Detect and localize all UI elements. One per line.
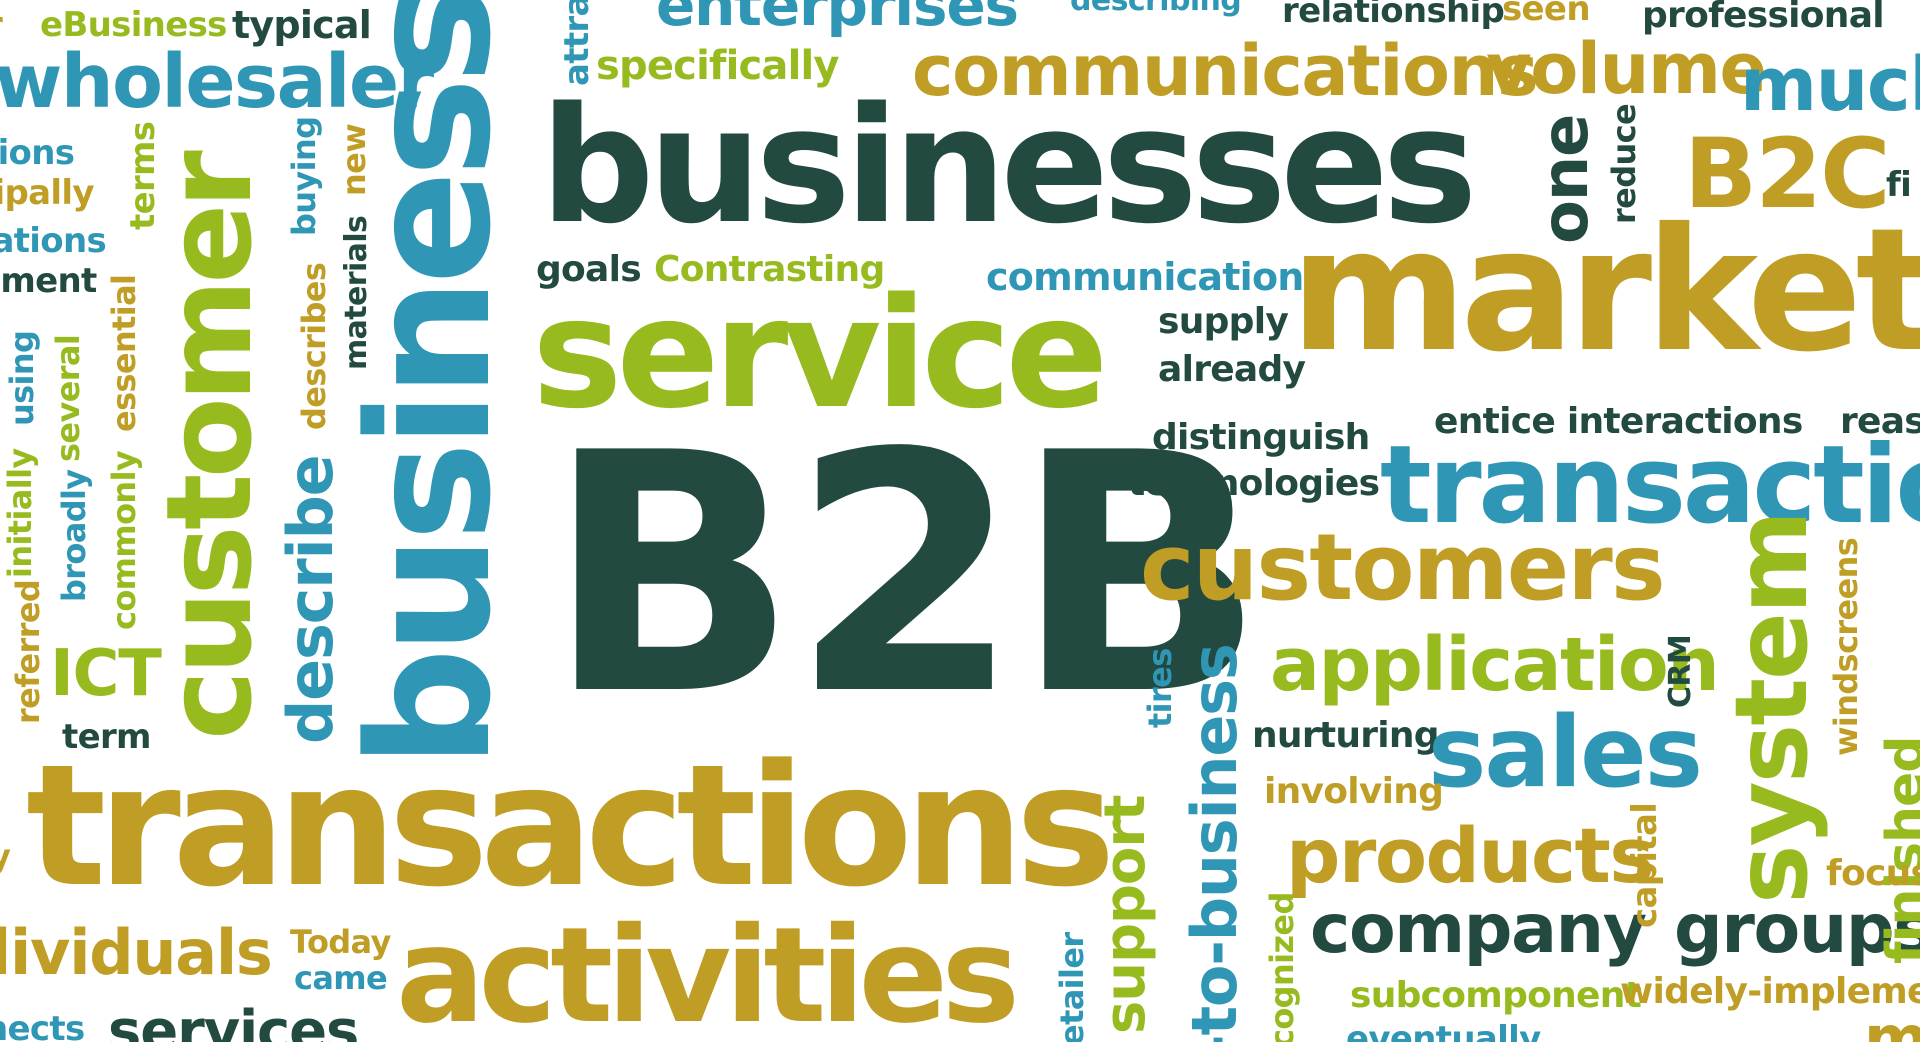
- word-fi: fi: [1886, 165, 1912, 205]
- word-distinguish: distinguish: [1152, 417, 1370, 458]
- word-entice-interactions: entice interactions: [1434, 401, 1803, 442]
- word-lividuals: lividuals: [0, 916, 273, 989]
- word-came: came: [294, 959, 388, 997]
- word-transactions-large: transactions: [26, 728, 1116, 924]
- word-y: y: [0, 840, 11, 872]
- word-system: system: [1713, 511, 1830, 904]
- word-much: much: [1740, 42, 1920, 128]
- word-company: company: [1310, 890, 1647, 969]
- word-nects: nects: [0, 1009, 85, 1042]
- word-initially: initially: [1, 448, 39, 578]
- word-subcomponent: subcomponent: [1350, 975, 1642, 1016]
- word-cations: cations: [0, 221, 107, 261]
- word-several: several: [49, 334, 87, 462]
- word-contrasting: Contrasting: [654, 249, 885, 290]
- word-b2c: B2C: [1684, 118, 1891, 230]
- word-involving: involving: [1264, 771, 1444, 812]
- word-ement: ement: [0, 261, 97, 301]
- word-widely-implemented: widely-implement: [1620, 971, 1920, 1012]
- word-ict: ICT: [50, 637, 162, 711]
- word-etailer: etailer: [1053, 932, 1091, 1042]
- word-customer: customer: [140, 154, 278, 740]
- word-capital: capital: [1625, 802, 1665, 928]
- word-wholesaler: wholesaler: [0, 39, 434, 125]
- word-products: products: [1286, 811, 1655, 900]
- word-focus: focus: [1826, 853, 1920, 894]
- word-to-business: -to-business: [1178, 644, 1251, 1042]
- word-finished: finished: [1876, 736, 1920, 964]
- word-volume: volume: [1486, 28, 1767, 110]
- word-r: r: [0, 8, 3, 42]
- word-eventually: eventually: [1346, 1019, 1541, 1042]
- word-describing: describing: [1070, 0, 1242, 18]
- word-enterprises: enterprises: [656, 0, 1019, 39]
- word-tires: tires: [1141, 648, 1179, 728]
- word-mo: mo: [1864, 1002, 1920, 1042]
- word-b2b: B2B: [546, 383, 1265, 767]
- word-typical: typical: [232, 3, 372, 47]
- word-term: term: [62, 717, 151, 757]
- word-reas: reas: [1840, 401, 1920, 442]
- word-businesses: businesses: [540, 72, 1478, 259]
- word-referred: referred: [9, 579, 47, 724]
- word-specifically: specifically: [596, 43, 840, 89]
- word-supply: supply: [1158, 301, 1289, 342]
- word-buying: buying: [285, 116, 323, 236]
- word-tions: tions: [0, 133, 75, 173]
- word-communications: communications: [912, 30, 1539, 112]
- word-using: using: [3, 330, 41, 426]
- word-cipally: cipally: [0, 173, 94, 213]
- word-communication: communication: [986, 255, 1304, 299]
- word-activities: activities: [396, 899, 1020, 1042]
- word-nurturing: nurturing: [1252, 715, 1440, 756]
- word-transaction-right: transactio: [1380, 423, 1920, 548]
- word-services: services: [108, 999, 359, 1042]
- word-marketing: marketi: [1290, 192, 1920, 390]
- word-seen: seen: [1502, 0, 1591, 29]
- word-support: support: [1093, 795, 1158, 1034]
- word-today: Today: [290, 923, 391, 961]
- word-goals: goals: [536, 249, 642, 290]
- word-ebusiness: eBusiness: [40, 5, 227, 45]
- word-technologies: technologies: [1128, 463, 1380, 504]
- word-broadly: broadly: [55, 469, 93, 602]
- word-relationship: relationship: [1282, 0, 1505, 31]
- word-describes: describes: [295, 262, 333, 430]
- word-cognized: cognized: [1263, 892, 1301, 1042]
- word-service: service: [532, 265, 1108, 442]
- word-windscreens: windscreens: [1827, 537, 1865, 756]
- word-customers: customers: [1140, 514, 1666, 621]
- word-sales: sales: [1428, 696, 1703, 810]
- word-application: application: [1270, 622, 1720, 708]
- word-business: business: [332, 0, 528, 768]
- word-already: already: [1158, 349, 1306, 390]
- word-groups: groups: [1674, 890, 1920, 969]
- word-essential: essential: [105, 274, 143, 432]
- word-professional: professional: [1642, 0, 1885, 36]
- word-commonly: commonly: [105, 450, 143, 630]
